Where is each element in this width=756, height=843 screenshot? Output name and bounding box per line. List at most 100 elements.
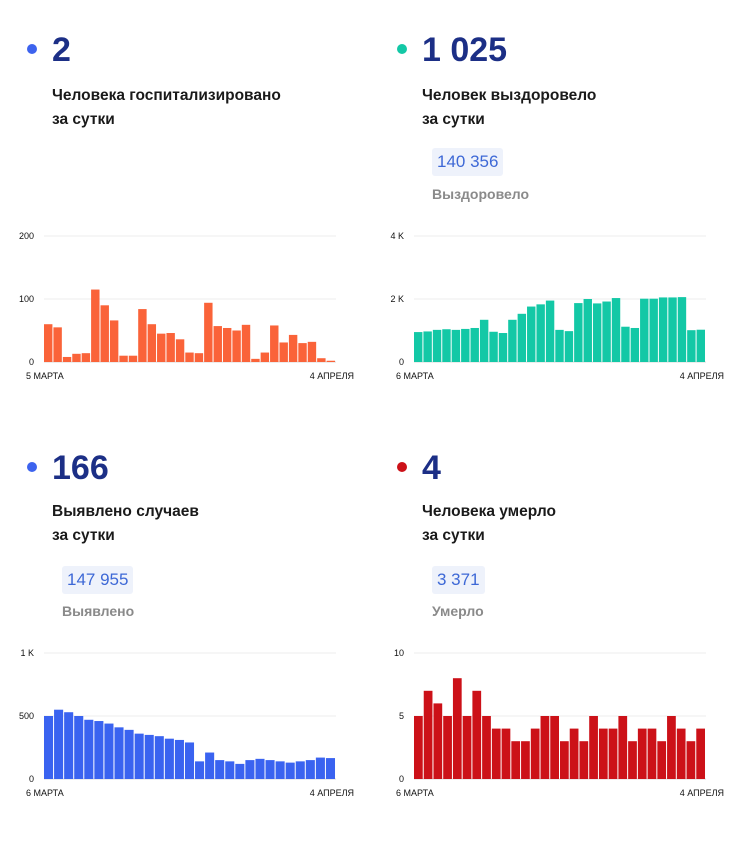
bar: [432, 329, 442, 362]
bar: [157, 333, 166, 362]
bar: [325, 758, 335, 779]
bar: [676, 728, 686, 779]
bar: [637, 728, 647, 779]
bar: [443, 716, 452, 779]
bar: [147, 324, 157, 362]
y-tick-label: 10: [394, 648, 404, 658]
bar: [511, 741, 521, 779]
bar: [154, 736, 164, 779]
bar: [452, 678, 462, 779]
bar: [205, 752, 215, 779]
marker-dot: [27, 462, 37, 472]
bar: [285, 762, 295, 779]
bar: [647, 728, 657, 779]
x-start-label: 6 МАРТА: [26, 788, 64, 798]
y-tick-label: 100: [19, 294, 34, 304]
stat-description: Человека госпитализировано за сутки: [52, 84, 352, 132]
x-end-label: 4 АПРЕЛЯ: [310, 788, 354, 798]
x-end-label: 4 АПРЕЛЯ: [310, 371, 354, 381]
bar: [255, 758, 265, 779]
bar: [621, 326, 630, 362]
bar: [667, 716, 676, 779]
bar: [232, 330, 241, 362]
bar: [461, 328, 470, 362]
stat-description: Выявлено случаев за сутки: [52, 500, 352, 548]
bar: [451, 329, 461, 362]
bar: [442, 329, 451, 362]
bar: [326, 360, 335, 362]
bar: [134, 733, 144, 779]
bar: [649, 298, 658, 362]
bar: [640, 298, 649, 362]
bar: [84, 719, 94, 779]
bar: [279, 342, 288, 362]
y-tick-label: 0: [29, 774, 34, 784]
bar: [128, 355, 138, 362]
bar: [94, 721, 104, 779]
total-label: Умерло: [432, 603, 484, 619]
bar: [579, 741, 589, 779]
bar: [423, 690, 433, 779]
bar: [275, 761, 285, 779]
bar: [307, 341, 317, 362]
bar: [491, 728, 501, 779]
bar: [530, 728, 540, 779]
total-value: 147 955: [62, 566, 134, 594]
bar: [164, 738, 174, 779]
bar: [260, 352, 270, 362]
bar: [489, 331, 498, 362]
bar: [144, 734, 154, 779]
bar: [521, 741, 530, 779]
bar: [53, 327, 62, 362]
recovered-chart: 4 K 2 K 0 6 МАРТА 4 АПРЕЛЯ: [390, 231, 724, 381]
x-start-label: 5 МАРТА: [26, 371, 64, 381]
bar: [91, 289, 100, 362]
total-label: Выздоровело: [432, 186, 530, 202]
bar: [536, 304, 545, 362]
bar: [658, 297, 668, 362]
bar: [589, 716, 598, 779]
bar: [687, 330, 696, 362]
bar: [550, 716, 559, 779]
bar: [72, 353, 81, 362]
total-value: 3 371: [432, 566, 485, 594]
bar: [225, 761, 235, 779]
bar: [175, 339, 185, 362]
bar: [423, 331, 432, 362]
bar: [414, 332, 423, 362]
bar: [100, 305, 109, 362]
bar: [315, 757, 325, 779]
bar: [174, 739, 184, 779]
bar: [462, 716, 472, 779]
bar: [560, 741, 569, 779]
stat-description-line1: Человек выздоровело: [422, 87, 597, 104]
y-tick-label: 2 K: [390, 294, 404, 304]
stat-value: 4: [422, 449, 441, 487]
bar: [119, 355, 128, 362]
bar: [109, 320, 119, 362]
bar: [517, 313, 527, 362]
x-end-label: 4 АПРЕЛЯ: [680, 788, 724, 798]
bar: [166, 333, 175, 362]
x-end-label: 4 АПРЕЛЯ: [680, 371, 724, 381]
bar: [611, 298, 621, 362]
bar: [114, 727, 124, 779]
bar: [305, 760, 315, 779]
stat-value: 1 025: [422, 31, 508, 69]
bar: [104, 723, 114, 779]
bar: [194, 353, 204, 362]
total-label: Выявлено: [62, 603, 135, 619]
stat-description-line1: Выявлено случаев: [52, 503, 199, 520]
bar: [470, 327, 479, 362]
bar: [81, 353, 91, 362]
bar: [215, 760, 225, 779]
bar: [628, 741, 637, 779]
bar: [270, 325, 279, 362]
bar: [657, 741, 667, 779]
bar: [508, 319, 517, 362]
stat-description-line2: за сутки: [422, 111, 485, 128]
bar: [64, 712, 74, 779]
bar: [235, 763, 245, 779]
y-tick-label: 1 K: [20, 648, 34, 658]
bar: [479, 319, 489, 362]
